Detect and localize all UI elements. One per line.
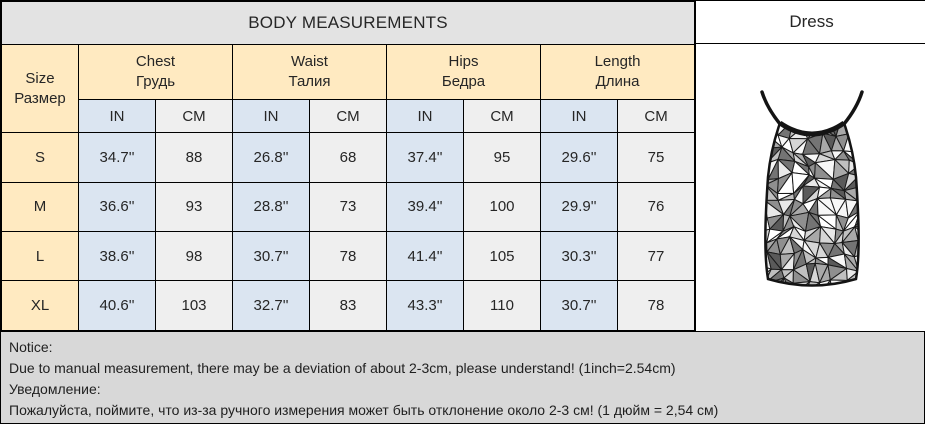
size-value: L: [1, 231, 79, 282]
waist-cm: 68: [309, 132, 387, 183]
waist-cm: 78: [309, 231, 387, 282]
size-label-en: Size: [25, 69, 55, 87]
notice-text-en: Due to manual measurement, there may be …: [9, 360, 676, 376]
table-row-m: M 36.6'' 93 28.8'' 73 39.4'' 100 29.9'' …: [1, 181, 696, 233]
length-label-en: Length: [594, 53, 641, 71]
dress-product-image: [696, 44, 925, 331]
mosaic-dress-illustration: [760, 89, 864, 287]
dress-neckline: [778, 120, 846, 136]
length-in: 29.6'': [540, 132, 618, 183]
group-header-length: Length Длина: [539, 44, 696, 100]
waist-label-ru: Талия: [288, 73, 331, 91]
hips-in: 41.4'': [386, 231, 464, 282]
notice-label-ru: Уведомление:: [9, 381, 101, 397]
hips-in: 43.3'': [386, 280, 464, 331]
waist-cm: 83: [309, 280, 387, 331]
hips-label-ru: Бедра: [441, 73, 486, 91]
chest-in: 40.6'': [78, 280, 156, 331]
size-value: XL: [1, 280, 79, 331]
chart-top-section: BODY MEASUREMENTS Size Размер Chest Груд…: [0, 0, 925, 331]
unit-header-length-in: IN: [540, 98, 618, 134]
chest-cm: 103: [155, 280, 233, 331]
dress-strap-left: [760, 89, 782, 126]
dress-panel: Dress: [695, 1, 925, 331]
length-cm: 76: [616, 181, 696, 233]
dress-panel-title: Dress: [696, 1, 925, 44]
waist-label-en: Waist: [291, 53, 328, 71]
unit-header-chest-cm: CM: [155, 98, 233, 134]
chest-in: 36.6'': [78, 181, 156, 233]
group-header-chest: Chest Грудь: [78, 44, 233, 100]
measurements-table: BODY MEASUREMENTS Size Размер Chest Груд…: [0, 0, 696, 331]
length-cm: 77: [616, 231, 696, 282]
length-in: 30.3'': [540, 231, 618, 282]
size-label-ru: Размер: [14, 89, 66, 107]
table-title: BODY MEASUREMENTS: [0, 0, 696, 46]
hips-in: 37.4'': [386, 132, 464, 183]
waist-in: 28.8'': [232, 181, 310, 233]
unit-header-hips-in: IN: [386, 98, 464, 134]
hips-cm: 110: [463, 280, 541, 331]
dress-strap-right: [842, 89, 864, 126]
size-column-header: Size Размер: [1, 44, 79, 134]
hips-in: 39.4'': [386, 181, 464, 233]
chest-cm: 98: [155, 231, 233, 282]
unit-header-length-cm: CM: [616, 98, 696, 134]
notice-label-en: Notice:: [9, 339, 53, 355]
unit-header-chest-in: IN: [78, 98, 156, 134]
hips-cm: 95: [463, 132, 541, 183]
hips-label-en: Hips: [448, 53, 479, 71]
table-row-s: S 34.7'' 88 26.8'' 68 37.4'' 95 29.6'' 7…: [1, 132, 696, 183]
waist-in: 30.7'': [232, 231, 310, 282]
chest-label-ru: Грудь: [135, 73, 176, 91]
hips-cm: 100: [463, 181, 541, 233]
length-in: 30.7'': [540, 280, 618, 331]
chest-cm: 88: [155, 132, 233, 183]
waist-in: 26.8'': [232, 132, 310, 183]
length-cm: 78: [616, 280, 696, 331]
unit-header-waist-in: IN: [232, 98, 310, 134]
table-row-xl: XL 40.6'' 103 32.7'' 83 43.3'' 110 30.7'…: [1, 280, 696, 331]
group-header-waist: Waist Талия: [232, 44, 387, 100]
waist-in: 32.7'': [232, 280, 310, 331]
notice-text-ru: Пожалуйста, поймите, что из-за ручного и…: [9, 402, 719, 418]
size-value: M: [1, 181, 79, 233]
hips-cm: 105: [463, 231, 541, 282]
waist-cm: 73: [309, 181, 387, 233]
chest-in: 34.7'': [78, 132, 156, 183]
length-label-ru: Длина: [595, 73, 640, 91]
chest-cm: 93: [155, 181, 233, 233]
notice-section: Notice: Due to manual measurement, there…: [1, 331, 924, 423]
length-cm: 75: [616, 132, 696, 183]
table-row-l: L 38.6'' 98 30.7'' 78 41.4'' 105 30.3'' …: [1, 231, 696, 282]
chest-label-en: Chest: [135, 53, 176, 71]
unit-header-hips-cm: CM: [463, 98, 541, 134]
length-in: 29.9'': [540, 181, 618, 233]
chest-in: 38.6'': [78, 231, 156, 282]
size-value: S: [1, 132, 79, 183]
unit-header-waist-cm: CM: [309, 98, 387, 134]
group-header-hips: Hips Бедра: [386, 44, 541, 100]
